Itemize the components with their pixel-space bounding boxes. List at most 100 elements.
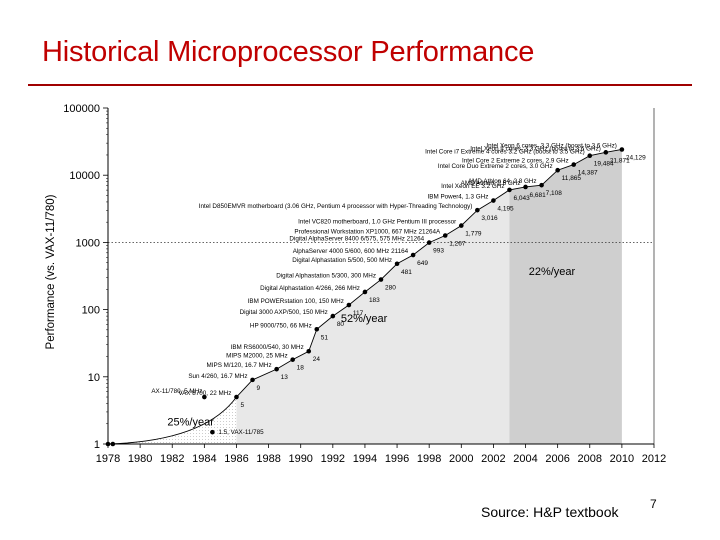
- data-point: [571, 162, 577, 167]
- data-point: [250, 377, 255, 383]
- data-point: [458, 223, 464, 228]
- data-value-label: 19,484: [594, 161, 614, 168]
- x-tick-label: 2000: [449, 453, 473, 465]
- data-point: [234, 394, 239, 400]
- data-point-label: Sun 4/260, 16.7 MHz: [188, 373, 247, 380]
- data-point: [426, 240, 432, 245]
- data-point-label: Professional Workstation XP1000, 667 MHz…: [294, 228, 441, 235]
- y-tick-label: 100000: [63, 103, 100, 115]
- data-point: [507, 187, 512, 193]
- early-trend-curve: [107, 396, 237, 445]
- data-point: [290, 357, 295, 362]
- data-value-label: 1,267: [449, 240, 466, 247]
- data-point: [202, 394, 207, 400]
- data-point: [394, 261, 400, 267]
- data-point: [523, 184, 528, 190]
- x-tick-label: 1984: [192, 453, 216, 465]
- data-value-label: 9: [257, 385, 261, 392]
- data-point-label: Intel Core i7 Extreme 4 cores 3.2 GHz (b…: [425, 149, 585, 156]
- source-caption: Source: H&P textbook: [481, 504, 619, 520]
- data-point-label: IBM POWERstation 100, 150 MHz: [248, 298, 344, 305]
- data-point-label: MIPS M/120, 16.7 MHz: [207, 362, 272, 369]
- x-tick-label: 1986: [224, 453, 248, 465]
- data-point-label: 1.5, VAX-11/785: [218, 429, 264, 436]
- data-point: [105, 441, 111, 447]
- data-value-label: 6,681: [530, 192, 547, 199]
- region-rate-label-2: 52%/year: [341, 313, 388, 325]
- x-tick-label: 1978: [96, 453, 120, 465]
- data-value-label: 11,865: [562, 175, 582, 182]
- data-point: [442, 233, 448, 238]
- region-3-fill: [509, 149, 622, 445]
- x-tick-label: 2006: [545, 453, 569, 465]
- data-value-label: 24: [313, 356, 321, 363]
- data-point: [362, 289, 368, 295]
- data-value-label: 993: [433, 248, 444, 255]
- data-point: [410, 252, 416, 258]
- x-tick-label: 1980: [128, 453, 152, 465]
- page-number: 7: [650, 497, 657, 511]
- data-value-label: 117: [353, 310, 364, 317]
- data-point-label: Intel VC820 motherboard, 1.0 GHz Pentium…: [298, 219, 456, 226]
- x-tick-label: 1998: [417, 453, 441, 465]
- data-point-label: Intel Xeon EE 3.2 GHz: [441, 183, 504, 190]
- data-value-label: 24,129: [626, 154, 646, 161]
- region-1-fill: [108, 397, 237, 444]
- data-point: [314, 326, 320, 332]
- data-point: [346, 302, 352, 308]
- y-axis-label: Performance (vs. VAX-11/780): [45, 194, 57, 349]
- data-point-label: Digital AlphaServer 8400 6/575, 575 MHz …: [289, 236, 424, 243]
- y-tick-label: 100: [82, 305, 100, 317]
- data-point-label: MIPS M2000, 25 MHz: [226, 353, 288, 360]
- x-tick-label: 2004: [513, 453, 537, 465]
- data-point-label: AX-11/780, 5 MHz: [151, 388, 202, 395]
- data-point-label: Digital 3000 AXP/500, 150 MHz: [240, 309, 328, 316]
- data-value-label: 51: [321, 334, 329, 341]
- data-point: [274, 366, 279, 372]
- x-tick-label: 2010: [610, 453, 634, 465]
- data-point-label: Digital Alphastation 5/300, 300 MHz: [276, 273, 376, 280]
- data-point-label: Digital Alphastation 5/500, 500 MHz: [292, 257, 392, 264]
- data-value-label: 4,195: [497, 206, 514, 213]
- x-tick-label: 1988: [256, 453, 280, 465]
- slide-title: Historical Microprocessor Performance: [42, 36, 535, 68]
- data-point-label: AMD Athlon, 2.6 GHz: [461, 180, 521, 187]
- data-value-label: 21,871: [610, 157, 630, 164]
- data-point-label: VAX 8700, 22 MHz: [178, 390, 231, 397]
- data-point-label: IBM RS6000/540, 30 MHz: [231, 344, 304, 351]
- y-tick-label: 10000: [69, 170, 100, 182]
- x-tick-label: 1996: [385, 453, 409, 465]
- data-point: [491, 198, 496, 203]
- x-tick-label: 1982: [160, 453, 184, 465]
- data-point: [539, 182, 544, 188]
- data-point: [587, 153, 593, 159]
- data-value-label: 14,387: [578, 170, 598, 177]
- y-tick-label: 1000: [76, 237, 100, 249]
- data-point: [555, 167, 560, 173]
- data-value-label: 13: [281, 374, 289, 381]
- data-point-label: AMD Athlon 64, 2.8 GHz: [468, 178, 537, 185]
- data-point-label: Intel D850EMVR motherboard (3.06 GHz, Pe…: [199, 203, 473, 210]
- x-tick-label: 2002: [481, 453, 505, 465]
- data-value-label: 481: [401, 269, 412, 276]
- data-point: [603, 150, 609, 155]
- data-value-label: 80: [337, 321, 345, 328]
- data-value-label: 1,779: [465, 231, 482, 238]
- x-tick-label: 1992: [321, 453, 345, 465]
- data-point-label: Digital Alphastation 4/266, 266 MHz: [260, 285, 360, 292]
- data-point-label: Intel Xeon 6 cores, 3.3 GHz (boost to 3.…: [486, 142, 617, 149]
- data-point: [210, 429, 215, 435]
- title-divider: [28, 84, 692, 86]
- data-value-label: 3,016: [481, 215, 498, 222]
- region-rate-label-3: 22%/year: [529, 266, 576, 278]
- data-point-label: HP 9000/750, 66 MHz: [250, 322, 312, 329]
- x-tick-label: 1990: [288, 453, 312, 465]
- region-rate-label-1: 25%/year: [167, 416, 214, 428]
- data-point: [619, 147, 625, 152]
- data-point: [306, 348, 312, 354]
- x-tick-label: 1994: [353, 453, 377, 465]
- data-point-label: Intel Core Duo Extreme 2 cores, 3.0 GHz: [438, 163, 553, 170]
- data-value-label: 6,043: [513, 195, 530, 202]
- x-tick-label: 2012: [642, 453, 666, 465]
